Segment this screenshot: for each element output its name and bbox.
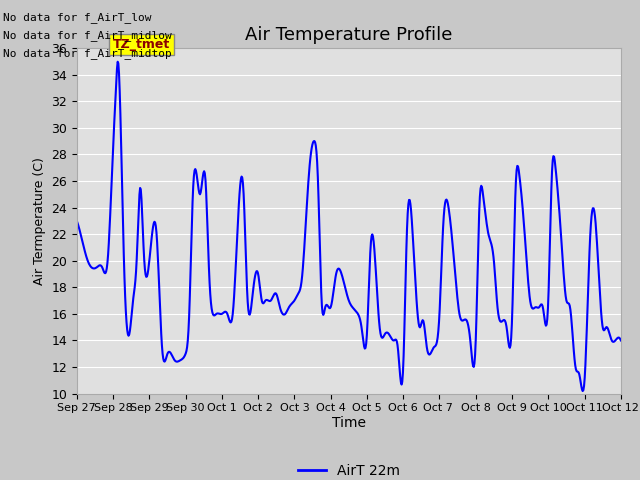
Text: No data for f_AirT_midlow: No data for f_AirT_midlow [3, 30, 172, 41]
Text: No data for f_AirT_low: No data for f_AirT_low [3, 12, 152, 23]
X-axis label: Time: Time [332, 416, 366, 430]
Legend: AirT 22m: AirT 22m [292, 458, 405, 480]
Text: TZ_tmet: TZ_tmet [113, 38, 170, 51]
Text: No data for f_AirT_midtop: No data for f_AirT_midtop [3, 48, 172, 60]
Y-axis label: Air Termperature (C): Air Termperature (C) [33, 157, 45, 285]
Title: Air Temperature Profile: Air Temperature Profile [245, 25, 452, 44]
